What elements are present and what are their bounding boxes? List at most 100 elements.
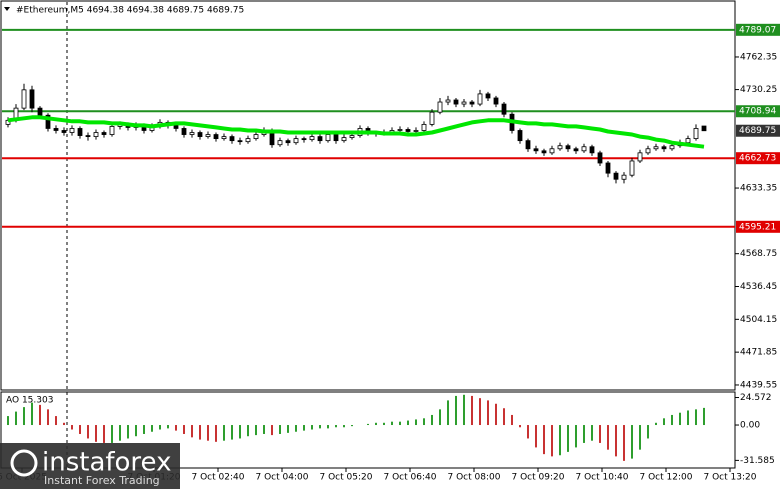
candle-body xyxy=(45,114,51,129)
candle-body xyxy=(461,101,467,105)
candle-body xyxy=(109,126,115,135)
candle-body xyxy=(189,132,195,135)
candle-body xyxy=(293,138,299,144)
candle-body xyxy=(93,132,99,137)
candle-body xyxy=(589,146,595,154)
candle-body xyxy=(405,129,411,132)
candle-body xyxy=(205,134,211,137)
candle-body xyxy=(477,93,483,105)
x-tick-label: 7 Oct 06:40 xyxy=(384,473,437,483)
candle-body xyxy=(333,134,339,142)
level-label-bg xyxy=(736,152,780,165)
candle-body xyxy=(253,134,259,140)
candle-body xyxy=(397,129,403,131)
candle-body xyxy=(341,137,347,142)
candle-body xyxy=(565,145,571,150)
candle-body xyxy=(557,145,563,150)
candle-body xyxy=(229,136,235,142)
ao-tick-label: -31.585 xyxy=(740,456,775,466)
candle-body xyxy=(453,99,459,105)
candle-body xyxy=(549,148,555,154)
candle-body xyxy=(349,135,355,138)
candle-body xyxy=(37,107,43,116)
price-label-bg xyxy=(736,124,780,137)
candle-body xyxy=(501,103,507,115)
candle-body xyxy=(61,130,67,133)
level-label-bg xyxy=(736,23,780,36)
candle-body xyxy=(605,162,611,174)
candle-body xyxy=(581,146,587,152)
x-tick-label: 7 Oct 13:20 xyxy=(704,473,757,483)
candle-body xyxy=(493,97,499,105)
candle-body xyxy=(285,140,291,144)
level-label-bg xyxy=(736,220,780,233)
candle-body xyxy=(53,128,59,131)
y-tick-label: 4504.15 xyxy=(740,315,777,325)
price-label: 4689.75 xyxy=(739,126,776,136)
candle-body xyxy=(573,148,579,152)
price-frame xyxy=(0,0,736,391)
ao-label: AO 15.303 xyxy=(6,396,53,406)
candle-body xyxy=(485,93,491,99)
candle-body xyxy=(309,136,315,141)
candle-body xyxy=(469,101,475,105)
candle-body xyxy=(277,140,283,146)
candle-body xyxy=(69,128,75,133)
candle-body xyxy=(621,174,627,180)
candle-body xyxy=(613,172,619,180)
logo-tagline: Instant Forex Trading xyxy=(44,474,160,487)
moving-average xyxy=(7,115,705,149)
logo: instaforex Instant Forex Trading xyxy=(0,443,180,489)
x-tick-label: 7 Oct 10:40 xyxy=(576,473,629,483)
y-tick-label: 4568.75 xyxy=(740,249,777,259)
candle-body xyxy=(693,128,699,140)
candle-body xyxy=(645,148,651,154)
level-label: 4662.73 xyxy=(739,154,776,164)
candle-body xyxy=(213,134,219,140)
candle-body xyxy=(101,132,107,135)
candle-body xyxy=(669,145,675,150)
candle-body xyxy=(5,119,11,125)
chart-title: #Ethereum,M5 4694.38 4694.38 4689.75 468… xyxy=(16,6,244,16)
x-tick-label: 7 Oct 04:00 xyxy=(256,473,309,483)
y-tick-label: 4633.35 xyxy=(740,184,777,194)
level-label: 4789.07 xyxy=(739,25,776,35)
candle-body xyxy=(429,111,435,125)
candle-body xyxy=(541,150,547,154)
candle-body xyxy=(197,132,203,137)
candle-body xyxy=(685,138,691,144)
x-tick-label: 7 Oct 09:20 xyxy=(512,473,565,483)
level-label: 4595.21 xyxy=(739,222,776,232)
candle-body xyxy=(173,125,179,129)
candle-body xyxy=(317,136,323,142)
candle-body xyxy=(245,138,251,143)
x-tick-label: 7 Oct 02:40 xyxy=(192,473,245,483)
candle-body xyxy=(517,130,523,142)
candle-body xyxy=(77,128,83,136)
x-tick-label: 7 Oct 08:00 xyxy=(448,473,501,483)
candle-body xyxy=(437,101,443,113)
level-label-bg xyxy=(736,105,780,118)
logo-bg xyxy=(0,443,180,489)
y-tick-label: 4536.45 xyxy=(740,282,777,292)
candle-body xyxy=(629,160,635,176)
ao-tick-label: 24.572 xyxy=(740,393,772,403)
y-tick-label: 4730.25 xyxy=(740,85,777,95)
candle-body xyxy=(413,130,419,132)
candle-body xyxy=(221,136,227,140)
level-label: 4708.94 xyxy=(739,107,776,117)
candle-body xyxy=(85,135,91,137)
candle-body xyxy=(421,123,427,131)
candle-body xyxy=(301,138,307,141)
candle-body xyxy=(525,140,531,150)
x-tick-label: 7 Oct 05:20 xyxy=(320,473,373,483)
title-arrow xyxy=(4,7,10,11)
candle-body xyxy=(653,146,659,150)
y-tick-label: 4762.35 xyxy=(740,52,777,62)
candle-body xyxy=(701,125,707,132)
candle-body xyxy=(29,89,35,109)
candle-body xyxy=(181,128,187,135)
candle-body xyxy=(445,99,451,103)
candle-body xyxy=(21,89,27,109)
